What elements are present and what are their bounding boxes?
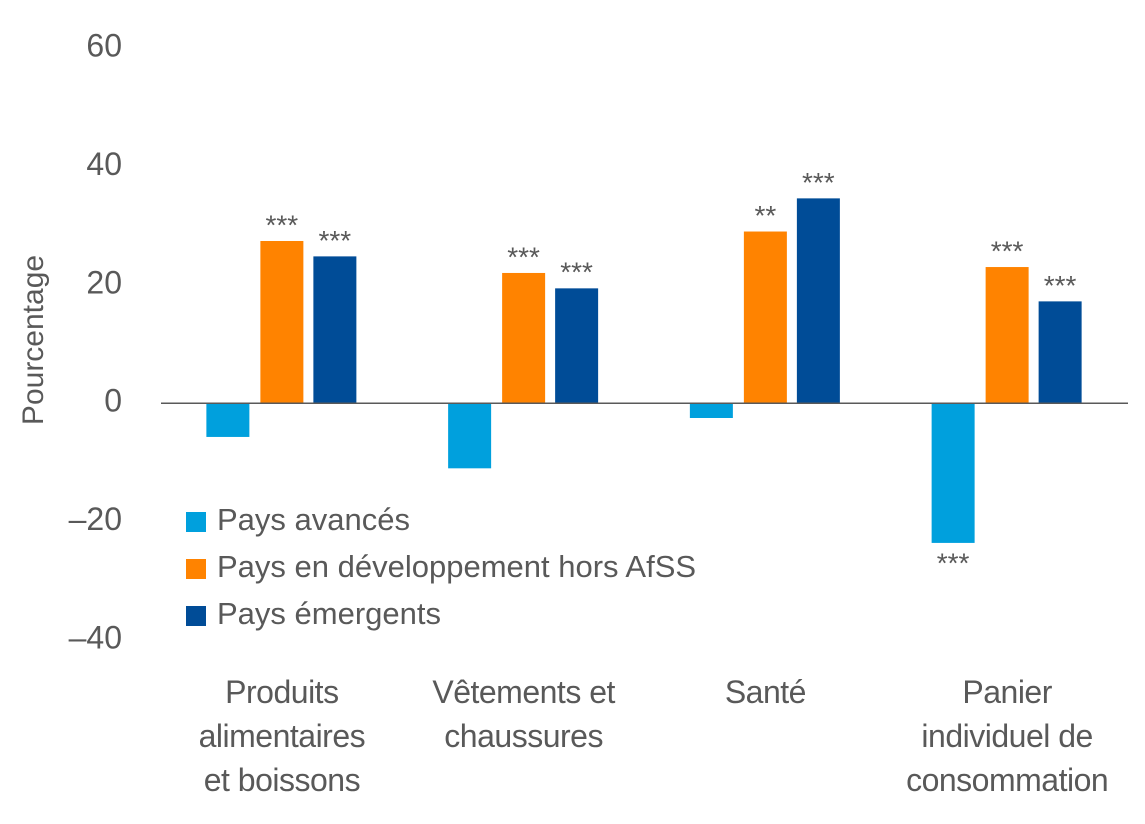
significance-label: *** xyxy=(802,167,835,198)
significance-label: *** xyxy=(507,241,540,272)
bar xyxy=(502,272,546,404)
significance-label: *** xyxy=(319,225,352,256)
y-tick-label: 0 xyxy=(104,383,122,419)
significance-label: ** xyxy=(754,200,776,231)
bar xyxy=(448,403,492,469)
significance-label: *** xyxy=(266,209,299,240)
significance-label: *** xyxy=(560,257,593,288)
bar xyxy=(206,403,250,437)
legend-swatch xyxy=(186,606,206,626)
significance-label: *** xyxy=(991,235,1024,266)
bar xyxy=(985,267,1029,404)
x-tick-label: Panier individuel de consommation xyxy=(906,674,1109,798)
bar xyxy=(260,240,304,404)
y-tick-label: –40 xyxy=(69,619,122,655)
bar xyxy=(1038,301,1082,404)
significance-label: *** xyxy=(1044,270,1077,301)
legend-label: Pays avancés xyxy=(217,502,410,537)
legend-swatch xyxy=(186,559,206,579)
y-tick-label: 20 xyxy=(86,264,122,300)
bar xyxy=(931,403,975,543)
x-tick-label: Produits alimentaires et boissons xyxy=(198,674,366,798)
legend-swatch xyxy=(186,512,206,532)
bar xyxy=(313,256,357,404)
x-tick-label: Santé xyxy=(724,674,807,710)
bar xyxy=(689,403,733,418)
y-axis-label: Pourcentage xyxy=(17,255,50,425)
bar xyxy=(555,288,599,404)
bar xyxy=(743,231,787,404)
y-tick-label: 60 xyxy=(86,27,122,63)
legend-label: Pays émergents xyxy=(217,596,441,631)
x-tick-label: Vêtements et chaussures xyxy=(432,674,615,754)
y-tick-label: 40 xyxy=(86,146,122,182)
significance-label: *** xyxy=(937,547,970,578)
legend-label: Pays en développement hors AfSS xyxy=(217,549,696,584)
y-tick-label: –20 xyxy=(69,501,122,537)
bar xyxy=(796,198,840,404)
